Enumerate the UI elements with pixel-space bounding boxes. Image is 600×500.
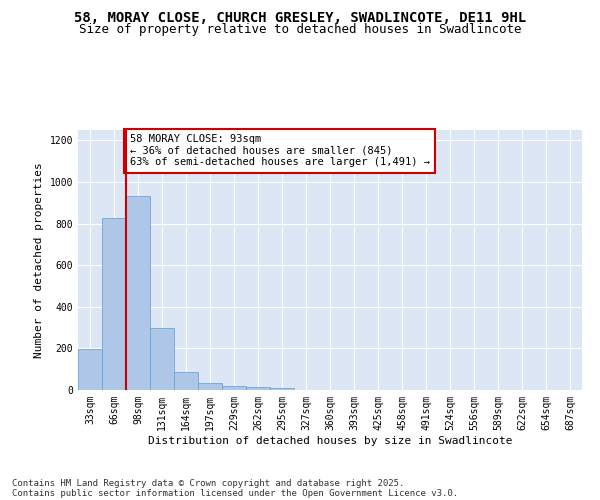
Bar	[198, 382, 222, 390]
Text: Contains public sector information licensed under the Open Government Licence v3: Contains public sector information licen…	[12, 488, 458, 498]
X-axis label: Distribution of detached houses by size in Swadlincote: Distribution of detached houses by size …	[148, 436, 512, 446]
Bar	[150, 328, 174, 390]
Bar	[222, 386, 246, 390]
Bar	[246, 387, 270, 390]
Text: 58, MORAY CLOSE, CHURCH GRESLEY, SWADLINCOTE, DE11 9HL: 58, MORAY CLOSE, CHURCH GRESLEY, SWADLIN…	[74, 11, 526, 25]
Text: Contains HM Land Registry data © Crown copyright and database right 2025.: Contains HM Land Registry data © Crown c…	[12, 478, 404, 488]
Text: 58 MORAY CLOSE: 93sqm
← 36% of detached houses are smaller (845)
63% of semi-det: 58 MORAY CLOSE: 93sqm ← 36% of detached …	[130, 134, 430, 168]
Y-axis label: Number of detached properties: Number of detached properties	[34, 162, 44, 358]
Bar	[78, 350, 102, 390]
Bar	[126, 196, 150, 390]
Bar	[102, 218, 126, 390]
Text: Size of property relative to detached houses in Swadlincote: Size of property relative to detached ho…	[79, 22, 521, 36]
Bar	[174, 372, 198, 390]
Bar	[270, 388, 294, 390]
